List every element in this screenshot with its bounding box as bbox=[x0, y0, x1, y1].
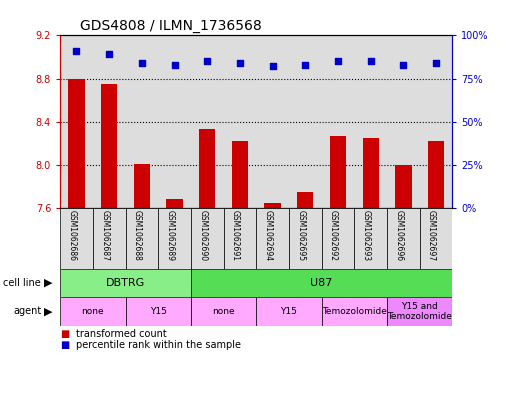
Bar bbox=[387, 297, 452, 326]
Bar bbox=[355, 208, 387, 269]
Bar bbox=[60, 35, 93, 208]
Text: Y15: Y15 bbox=[150, 307, 167, 316]
Point bbox=[301, 62, 310, 68]
Bar bbox=[199, 129, 215, 208]
Text: GDS4808 / ILMN_1736568: GDS4808 / ILMN_1736568 bbox=[79, 19, 262, 33]
Text: GSM1062694: GSM1062694 bbox=[264, 210, 272, 261]
Bar bbox=[297, 192, 313, 208]
Text: GSM1062697: GSM1062697 bbox=[427, 210, 436, 261]
Text: U87: U87 bbox=[311, 278, 333, 288]
Bar bbox=[101, 84, 117, 208]
Text: none: none bbox=[82, 307, 104, 316]
Point bbox=[105, 51, 113, 57]
Bar bbox=[93, 208, 126, 269]
Point bbox=[268, 63, 277, 70]
Bar bbox=[224, 208, 256, 269]
Text: GSM1062692: GSM1062692 bbox=[329, 210, 338, 261]
Point bbox=[367, 58, 375, 64]
Text: GSM1062696: GSM1062696 bbox=[394, 210, 403, 261]
Bar bbox=[256, 297, 322, 326]
Bar bbox=[322, 35, 355, 208]
Text: GSM1062689: GSM1062689 bbox=[166, 210, 175, 261]
Text: GSM1062688: GSM1062688 bbox=[133, 210, 142, 261]
Bar bbox=[191, 208, 224, 269]
Bar bbox=[69, 79, 85, 208]
Bar bbox=[387, 35, 419, 208]
Bar bbox=[289, 208, 322, 269]
Bar bbox=[166, 198, 183, 208]
Text: GSM1062695: GSM1062695 bbox=[297, 210, 305, 261]
Bar bbox=[232, 141, 248, 208]
Point bbox=[334, 58, 342, 64]
Bar bbox=[158, 35, 191, 208]
Bar bbox=[60, 208, 93, 269]
Bar bbox=[134, 164, 150, 208]
Point bbox=[138, 60, 146, 66]
Text: Y15: Y15 bbox=[280, 307, 298, 316]
Bar bbox=[419, 35, 452, 208]
Bar bbox=[428, 141, 444, 208]
Bar bbox=[224, 35, 256, 208]
Bar bbox=[322, 208, 355, 269]
Bar bbox=[60, 269, 191, 297]
Text: GSM1062687: GSM1062687 bbox=[100, 210, 109, 261]
Text: GSM1062686: GSM1062686 bbox=[67, 210, 76, 261]
Text: ▶: ▶ bbox=[44, 278, 53, 288]
Point bbox=[399, 62, 407, 68]
Text: GSM1062693: GSM1062693 bbox=[362, 210, 371, 261]
Bar bbox=[191, 297, 256, 326]
Bar bbox=[355, 35, 387, 208]
Bar bbox=[330, 136, 346, 208]
Text: percentile rank within the sample: percentile rank within the sample bbox=[76, 340, 241, 350]
Text: GSM1062690: GSM1062690 bbox=[198, 210, 207, 261]
Text: agent: agent bbox=[13, 307, 41, 316]
Bar bbox=[256, 208, 289, 269]
Text: transformed count: transformed count bbox=[76, 329, 167, 340]
Bar bbox=[191, 35, 224, 208]
Bar bbox=[126, 297, 191, 326]
Bar bbox=[322, 297, 387, 326]
Bar bbox=[158, 208, 191, 269]
Text: DBTRG: DBTRG bbox=[106, 278, 145, 288]
Bar bbox=[93, 35, 126, 208]
Bar bbox=[60, 297, 126, 326]
Bar bbox=[362, 138, 379, 208]
Text: none: none bbox=[212, 307, 235, 316]
Text: GSM1062691: GSM1062691 bbox=[231, 210, 240, 261]
Text: cell line: cell line bbox=[3, 278, 40, 288]
Point bbox=[432, 60, 440, 66]
Bar bbox=[256, 35, 289, 208]
Bar bbox=[387, 208, 419, 269]
Bar bbox=[265, 203, 281, 208]
Bar bbox=[419, 208, 452, 269]
Point bbox=[72, 48, 81, 54]
Text: Y15 and
Temozolomide: Y15 and Temozolomide bbox=[387, 302, 452, 321]
Text: ■: ■ bbox=[60, 329, 70, 340]
Point bbox=[170, 62, 179, 68]
Text: ■: ■ bbox=[60, 340, 70, 350]
Text: Temozolomide: Temozolomide bbox=[322, 307, 387, 316]
Text: ▶: ▶ bbox=[44, 307, 53, 316]
Bar bbox=[395, 165, 412, 208]
Bar bbox=[289, 35, 322, 208]
Point bbox=[203, 58, 211, 64]
Point bbox=[236, 60, 244, 66]
Bar bbox=[191, 269, 452, 297]
Bar bbox=[126, 208, 158, 269]
Bar bbox=[126, 35, 158, 208]
